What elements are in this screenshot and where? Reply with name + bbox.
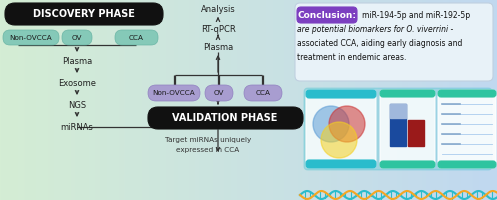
FancyBboxPatch shape	[438, 161, 496, 168]
Text: Target miRNAs uniquely: Target miRNAs uniquely	[165, 137, 251, 143]
Text: NGS: NGS	[68, 100, 86, 110]
FancyBboxPatch shape	[295, 3, 493, 81]
Text: Analysis: Analysis	[201, 5, 236, 15]
FancyBboxPatch shape	[244, 85, 282, 101]
Text: treatment in endemic areas.: treatment in endemic areas.	[297, 53, 407, 62]
Text: Plasma: Plasma	[62, 56, 92, 66]
FancyBboxPatch shape	[3, 30, 59, 45]
FancyBboxPatch shape	[148, 85, 200, 101]
FancyBboxPatch shape	[205, 85, 233, 101]
FancyBboxPatch shape	[297, 7, 357, 23]
Text: Non-OVCCA: Non-OVCCA	[9, 34, 52, 40]
Text: miR-194-5p and miR-192-5p: miR-194-5p and miR-192-5p	[362, 10, 470, 20]
Bar	[390, 104, 406, 146]
FancyBboxPatch shape	[148, 107, 303, 129]
Text: expressed in CCA: expressed in CCA	[176, 147, 240, 153]
FancyBboxPatch shape	[306, 90, 376, 168]
Bar	[408, 120, 424, 146]
Text: Non-OVCCA: Non-OVCCA	[153, 90, 195, 96]
FancyBboxPatch shape	[438, 90, 496, 97]
Text: OV: OV	[72, 34, 82, 40]
FancyBboxPatch shape	[380, 90, 435, 168]
Text: Exosome: Exosome	[58, 78, 96, 88]
Text: Plasma: Plasma	[203, 43, 233, 51]
Text: RT-qPCR: RT-qPCR	[201, 24, 236, 33]
Text: are potential biomarkers for O. viverrini -: are potential biomarkers for O. viverrin…	[297, 25, 453, 34]
FancyBboxPatch shape	[380, 90, 435, 97]
Bar	[390, 104, 406, 118]
FancyBboxPatch shape	[306, 160, 376, 168]
Text: OV: OV	[214, 90, 224, 96]
FancyBboxPatch shape	[438, 90, 496, 168]
Text: CCA: CCA	[255, 90, 270, 96]
Text: VALIDATION PHASE: VALIDATION PHASE	[172, 113, 278, 123]
FancyBboxPatch shape	[306, 90, 376, 98]
Text: associated CCA, aiding early diagnosis and: associated CCA, aiding early diagnosis a…	[297, 40, 462, 48]
Circle shape	[329, 106, 365, 142]
FancyBboxPatch shape	[380, 161, 435, 168]
Circle shape	[313, 106, 349, 142]
Circle shape	[321, 122, 357, 158]
Text: CCA: CCA	[129, 34, 144, 40]
Text: Conclusion:: Conclusion:	[298, 10, 356, 20]
FancyBboxPatch shape	[115, 30, 158, 45]
FancyBboxPatch shape	[304, 88, 492, 170]
FancyBboxPatch shape	[62, 30, 92, 45]
Text: DISCOVERY PHASE: DISCOVERY PHASE	[33, 9, 135, 19]
Text: miRNAs: miRNAs	[61, 122, 93, 132]
FancyBboxPatch shape	[5, 3, 163, 25]
